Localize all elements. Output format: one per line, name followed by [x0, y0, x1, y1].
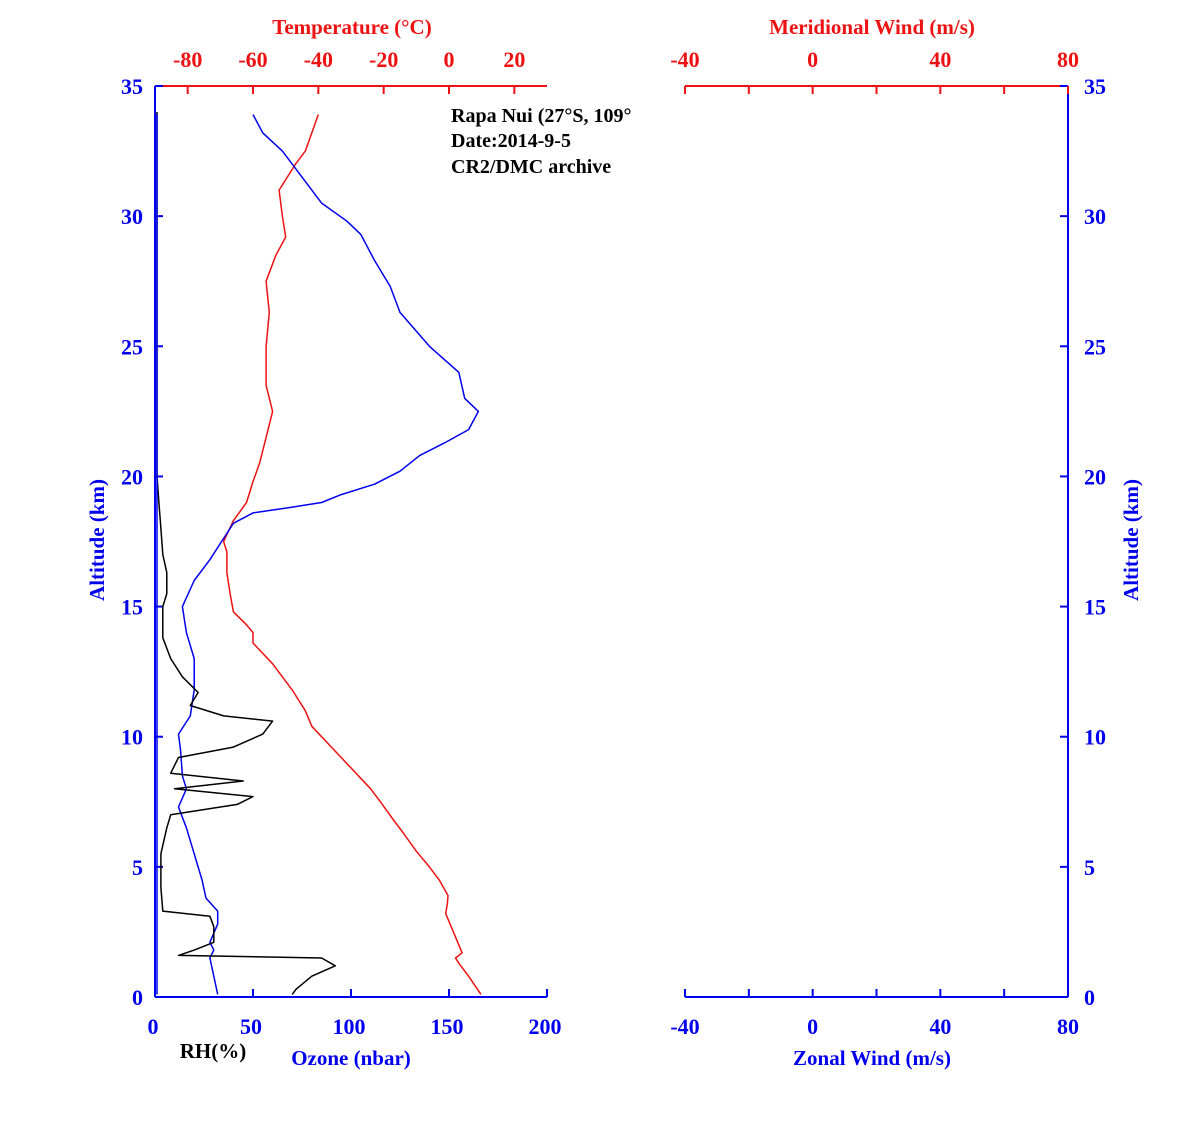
meridional-tick-label: 40 [929, 47, 951, 72]
ozone-tick-label: 150 [431, 1014, 464, 1039]
ozone-tick-label: 100 [333, 1014, 366, 1039]
left-altitude-tick-label: 10 [121, 725, 143, 750]
temperature-tick-label: -80 [173, 47, 202, 72]
right-altitude-ticks: 0 5 10 15 20 25 30 35 [1060, 74, 1106, 1010]
zonal-tick-label: 80 [1057, 1014, 1079, 1039]
right-altitude-axis-label: Altitude (km) [1119, 479, 1143, 601]
right-altitude-tick-label: 20 [1084, 464, 1106, 489]
ozone-ticks: 0 50 100 150 200 [148, 989, 562, 1039]
right-altitude-tick-label: 30 [1084, 204, 1106, 229]
left-altitude-tick-label: 30 [121, 204, 143, 229]
temperature-tick-label: -20 [369, 47, 398, 72]
meridional-tick-label: 0 [807, 47, 818, 72]
right-altitude-tick-label: 0 [1084, 985, 1095, 1010]
right-altitude-tick-label: 35 [1084, 74, 1106, 99]
meridional-tick-label: -40 [670, 47, 699, 72]
temperature-tick-label: 0 [444, 47, 455, 72]
zonal-tick-label: 0 [807, 1014, 818, 1039]
left-altitude-tick-label: 35 [121, 74, 143, 99]
series-line-rh [156, 112, 337, 995]
annotation-archive: CR2/DMC archive [451, 156, 611, 178]
left-altitude-tick-label: 15 [121, 595, 143, 620]
zonal-axis-label: Zonal Wind (m/s) [793, 1046, 951, 1070]
zonal-tick-label: -40 [670, 1014, 699, 1039]
ozone-tick-label: 50 [240, 1014, 262, 1039]
left-altitude-tick-label: 20 [121, 464, 143, 489]
right-altitude-tick-label: 10 [1084, 725, 1106, 750]
meridional-tick-label: 80 [1057, 47, 1079, 72]
right-altitude-tick-label: 5 [1084, 855, 1095, 880]
right-altitude-tick-label: 25 [1084, 334, 1106, 359]
meridional-ticks: -40 0 40 80 [670, 47, 1079, 94]
series-line-ozone [177, 114, 480, 995]
temperature-axis-label: Temperature (°C) [272, 15, 431, 39]
rh-axis-label: RH(%) [180, 1039, 247, 1063]
temperature-tick-label: -60 [238, 47, 267, 72]
left-altitude-tick-label: 25 [121, 334, 143, 359]
ozone-axis-label: Ozone (nbar) [291, 1046, 411, 1070]
annotation-date: Date:2014-9-5 [451, 130, 571, 152]
left-altitude-axis-label: Altitude (km) [85, 479, 109, 601]
right-panel: 0 5 10 15 20 25 30 35 -40 0 40 80 -40 0 40 80 Meridio… [670, 15, 1143, 1070]
annotation-station: Rapa Nui (27°S, 109° [451, 105, 631, 127]
zonal-ticks: -40 0 40 80 [670, 989, 1079, 1039]
right-altitude-tick-label: 15 [1084, 595, 1106, 620]
ozone-tick-label: 200 [529, 1014, 562, 1039]
left-panel: 0 5 10 15 20 25 30 35 -80 -60 -40 -20 0 20 0 50 100 150… [85, 15, 631, 1070]
ozone-tick-label: 0 [148, 1014, 159, 1039]
meridional-axis-label: Meridional Wind (m/s) [769, 15, 975, 39]
left-series-group [156, 112, 482, 995]
left-altitude-tick-label: 5 [132, 855, 143, 880]
series-line-temperature [222, 114, 482, 995]
temperature-tick-label: 20 [503, 47, 525, 72]
temperature-ticks: -80 -60 -40 -20 0 20 [173, 47, 525, 94]
temperature-tick-label: -40 [304, 47, 333, 72]
left-altitude-tick-label: 0 [132, 985, 143, 1010]
zonal-tick-label: 40 [929, 1014, 951, 1039]
left-altitude-ticks: 0 5 10 15 20 25 30 35 [121, 74, 163, 1010]
